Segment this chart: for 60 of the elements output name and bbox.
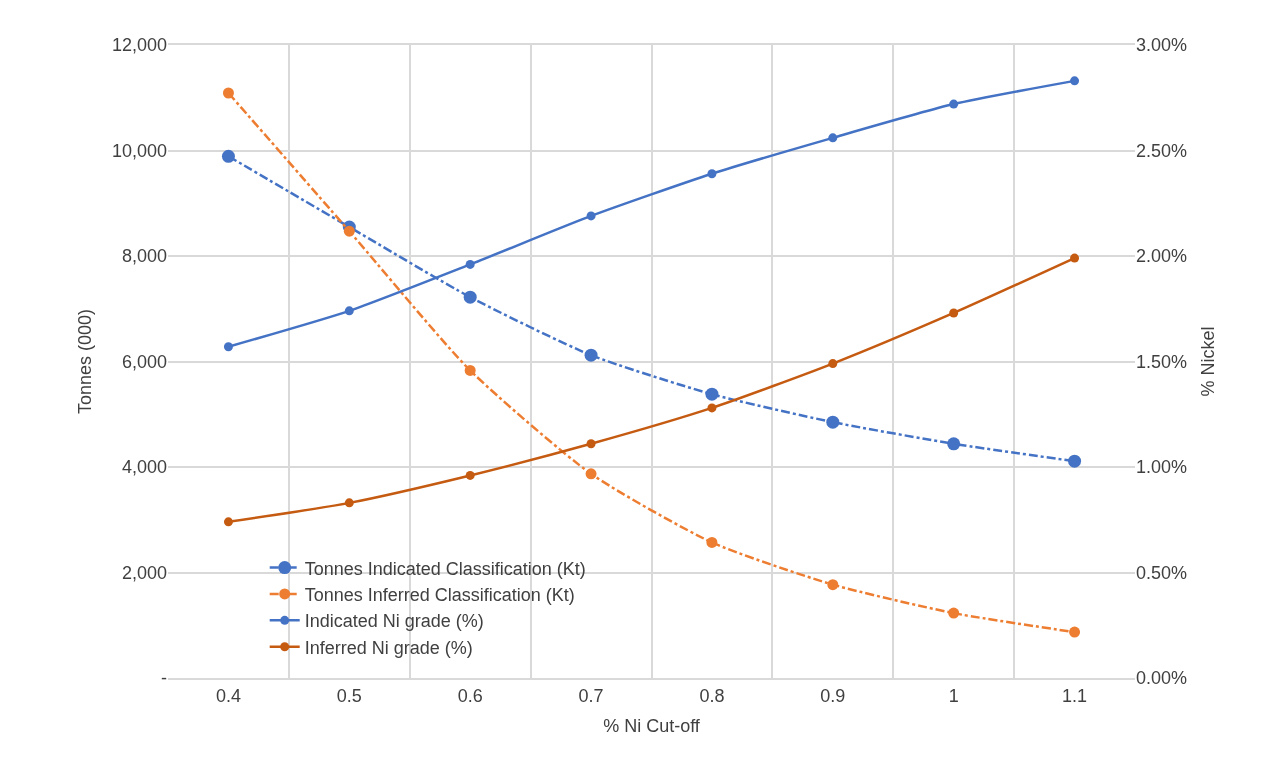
x-tick-label: 0.6	[457, 685, 483, 706]
point	[947, 437, 961, 451]
point	[949, 99, 959, 109]
point	[586, 439, 596, 449]
point	[463, 290, 477, 304]
y2-tick-label: 2.00%	[1136, 246, 1188, 267]
point	[1070, 253, 1080, 263]
y2-tick-label: 2.50%	[1136, 140, 1188, 161]
point	[705, 387, 719, 401]
point	[223, 342, 233, 352]
point	[221, 149, 235, 163]
x-axis-title: % Ni Cut-off	[603, 716, 701, 737]
point	[464, 364, 476, 376]
point	[584, 348, 598, 362]
y2-axis-title: % Nickel	[1198, 326, 1219, 397]
x-tick-label: 0.5	[336, 685, 362, 706]
y-tick-label: 10,000	[111, 140, 167, 161]
point	[223, 517, 233, 527]
y-tick-label: 4,000	[121, 457, 167, 478]
legend-label: Inferred Ni grade (%)	[304, 637, 473, 658]
y-axis-title: Tonnes (000)	[75, 308, 96, 415]
point	[585, 468, 597, 480]
point	[826, 415, 840, 429]
y-tick-label: 6,000	[121, 351, 167, 372]
point	[465, 259, 475, 269]
x-tick-label: 0.9	[820, 685, 846, 706]
y-tick-label: 8,000	[121, 246, 167, 267]
point	[949, 308, 959, 318]
y-tick-label: 12,000	[111, 35, 167, 56]
point	[828, 359, 838, 369]
x-tick-label: 0.8	[699, 685, 725, 706]
point	[465, 470, 475, 480]
x-tick-label: 0.7	[578, 685, 604, 706]
point	[344, 498, 354, 508]
point	[707, 403, 717, 413]
legend-label: Tonnes Indicated Classification (Kt)	[304, 558, 586, 579]
point	[827, 579, 839, 591]
x-tick-label: 0.4	[215, 685, 241, 706]
y2-tick-label: 0.50%	[1136, 562, 1188, 583]
point	[222, 87, 234, 99]
y2-tick-label: 3.00%	[1136, 35, 1188, 56]
y-tick-label: -	[161, 668, 167, 689]
y2-tick-label: 1.50%	[1136, 351, 1188, 372]
point	[948, 607, 960, 619]
point	[707, 169, 717, 179]
y-tick-label: 2,000	[121, 562, 167, 583]
point	[828, 133, 838, 143]
point	[586, 211, 596, 221]
legend-label: Indicated Ni grade (%)	[304, 611, 484, 632]
point	[1070, 76, 1080, 86]
x-tick-label: 1.1	[1062, 685, 1088, 706]
y2-tick-label: 1.00%	[1136, 457, 1188, 478]
x-tick-label: 1	[948, 685, 959, 706]
legend-label: Tonnes Inferred Classification (Kt)	[304, 584, 575, 605]
point	[706, 536, 718, 548]
point	[1069, 626, 1081, 638]
point	[344, 306, 354, 316]
point	[343, 225, 355, 237]
point	[1068, 454, 1082, 468]
y2-tick-label: 0.00%	[1136, 668, 1188, 689]
